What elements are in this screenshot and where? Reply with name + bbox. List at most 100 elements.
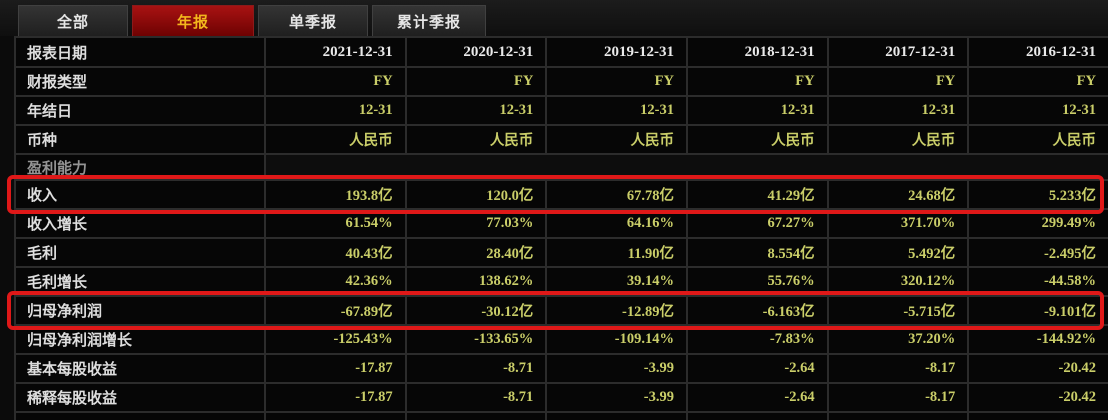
column-header: 2020-12-31 — [404, 36, 548, 68]
cell-value: 5.492亿 — [826, 237, 970, 268]
cell-value: 24.68亿 — [826, 179, 970, 210]
cell-value: -67.89亿 — [264, 295, 407, 326]
column-header: 2021-12-31 — [264, 36, 407, 68]
cell-value: 40.43亿 — [264, 237, 407, 268]
cell-value: -9.101亿 — [967, 295, 1108, 326]
cell-value: -20.42 — [967, 353, 1108, 384]
cell-value: 28.40亿 — [404, 237, 548, 268]
cell-value: 37.20% — [826, 324, 970, 355]
cell-value: 67.27% — [685, 208, 829, 239]
tab-cumulative-quarter[interactable]: 累计季报 — [372, 5, 486, 36]
cell-value: 193.8亿 — [264, 179, 407, 210]
column-header: 2017-12-31 — [826, 36, 970, 68]
row-label: 稀释每股收益 — [14, 382, 266, 413]
row-label: 币种 — [14, 124, 266, 155]
financial-table: 报表日期 2021-12-31 2020-12-31 2019-12-31 2018-… — [14, 36, 1108, 420]
cell-value: 12-31 — [264, 95, 407, 126]
row-label: 收入 — [14, 179, 266, 210]
cell-value: FY — [545, 66, 688, 97]
cell-value: -8.71 — [404, 353, 548, 384]
cell-value: 120.0亿 — [404, 179, 548, 210]
cell-value: 12-31 — [685, 95, 829, 126]
cell-value: FY — [826, 66, 970, 97]
cell-value: 41.29亿 — [685, 179, 829, 210]
cell-value: -5.715亿 — [826, 295, 970, 326]
table-row: 归母净利润 -67.89亿 -30.12亿 -12.89亿 -6.163亿 -5.715亿… — [14, 295, 1108, 326]
table-row: 基本每股收益 -17.87 -8.71 -3.99 -2.64 -8.17 -20.42 — [14, 353, 1108, 384]
cell-value: 人民币 — [826, 124, 970, 155]
cell-value: FY — [404, 66, 548, 97]
column-header: 2016-12-31 — [967, 36, 1108, 68]
cell-value: 5.233亿 — [967, 179, 1108, 210]
row-label: 财报类型 — [14, 66, 266, 97]
column-header: 2019-12-31 — [545, 36, 688, 68]
table-row: 币种 人民币 人民币 人民币 人民币 人民币 人民币 — [14, 124, 1108, 155]
row-label: 收入增长 — [14, 208, 266, 239]
table-row: 收入增长 61.54% 77.03% 64.16% 67.27% 371.70% 299.4… — [14, 208, 1108, 239]
table-row: 毛利 40.43亿 28.40亿 11.90亿 8.554亿 5.492亿 -2.495亿 — [14, 237, 1108, 268]
cell-value: 12-31 — [826, 95, 970, 126]
table-row: 归母净利润增长 -125.43% -133.65% -109.14% -7.83% 37.… — [14, 324, 1108, 355]
row-label: 基本每股收益 — [14, 353, 266, 384]
cell-value: -7.83% — [685, 324, 829, 355]
cell-value: FY — [264, 66, 407, 97]
cell-value: -2.64 — [685, 353, 829, 384]
row-label: 毛利增长 — [14, 266, 266, 297]
cell-value: FY — [685, 66, 829, 97]
report-date-header: 报表日期 — [14, 36, 266, 68]
row-label: 归母净利润 — [14, 295, 266, 326]
cell-value: 11.90亿 — [545, 237, 688, 268]
table-row: 财报类型 FY FY FY FY FY FY — [14, 66, 1108, 97]
cell-value: -3.99 — [545, 353, 688, 384]
cell-value: -125.43% — [264, 324, 407, 355]
cell-value: 39.14% — [545, 266, 688, 297]
tab-all[interactable]: 全部 — [18, 5, 128, 36]
cell-value: 67.78亿 — [545, 179, 688, 210]
row-label: 归母净利润增长 — [14, 324, 266, 355]
cell-value: 320.12% — [826, 266, 970, 297]
table-row: 毛利增长 42.36% 138.62% 39.14% 55.76% 320.12% -44.… — [14, 266, 1108, 297]
cell-value: 138.62% — [404, 266, 548, 297]
cell-value: 人民币 — [264, 124, 407, 155]
cell-value: -17.87 — [264, 353, 407, 384]
table-row: 稀释每股收益 -17.87 -8.71 -3.99 -2.64 -8.17 -20.42 — [14, 382, 1108, 413]
cell-value: 61.54% — [264, 208, 407, 239]
cell-value: -12.89亿 — [545, 295, 688, 326]
row-label: 毛利 — [14, 237, 266, 268]
cell-value: -8.17 — [826, 382, 970, 413]
cell-value: 42.36% — [264, 266, 407, 297]
cell-value: 371.70% — [826, 208, 970, 239]
table-row: 年结日 12-31 12-31 12-31 12-31 12-31 12-31 — [14, 95, 1108, 126]
cell-value: 64.16% — [545, 208, 688, 239]
cell-value: -30.12亿 — [404, 295, 548, 326]
section-label: 盈利能力 — [14, 153, 266, 181]
cell-value: 77.03% — [404, 208, 548, 239]
cell-value: -109.14% — [545, 324, 688, 355]
row-label: 年结日 — [14, 95, 266, 126]
cell-value: -8.17 — [826, 353, 970, 384]
cell-value: 12-31 — [404, 95, 548, 126]
cell-value: 12-31 — [967, 95, 1108, 126]
tab-annual[interactable]: 年报 — [132, 5, 254, 36]
cell-value: 人民币 — [545, 124, 688, 155]
column-header: 2018-12-31 — [685, 36, 829, 68]
partial-next-row — [14, 411, 1108, 420]
cell-value: -133.65% — [404, 324, 548, 355]
table-header-row: 报表日期 2021-12-31 2020-12-31 2019-12-31 2018-… — [14, 36, 1108, 68]
cell-value: 12-31 — [545, 95, 688, 126]
section-spacer — [264, 153, 1108, 181]
table-row: 收入 193.8亿 120.0亿 67.78亿 41.29亿 24.68亿 5.233亿 — [14, 179, 1108, 210]
cell-value: 8.554亿 — [685, 237, 829, 268]
cell-value: 299.49% — [967, 208, 1108, 239]
financial-table-wrap: 报表日期 2021-12-31 2020-12-31 2019-12-31 2018-… — [14, 36, 1108, 420]
cell-value: 人民币 — [967, 124, 1108, 155]
cell-value: -2.64 — [685, 382, 829, 413]
cell-value: -8.71 — [404, 382, 548, 413]
cell-value: -20.42 — [967, 382, 1108, 413]
section-row: 盈利能力 — [14, 153, 1108, 181]
tab-bar: 全部 年报 单季报 累计季报 — [0, 0, 1108, 36]
cell-value: 人民币 — [685, 124, 829, 155]
cell-value: -3.99 — [545, 382, 688, 413]
tab-single-quarter[interactable]: 单季报 — [258, 5, 368, 36]
